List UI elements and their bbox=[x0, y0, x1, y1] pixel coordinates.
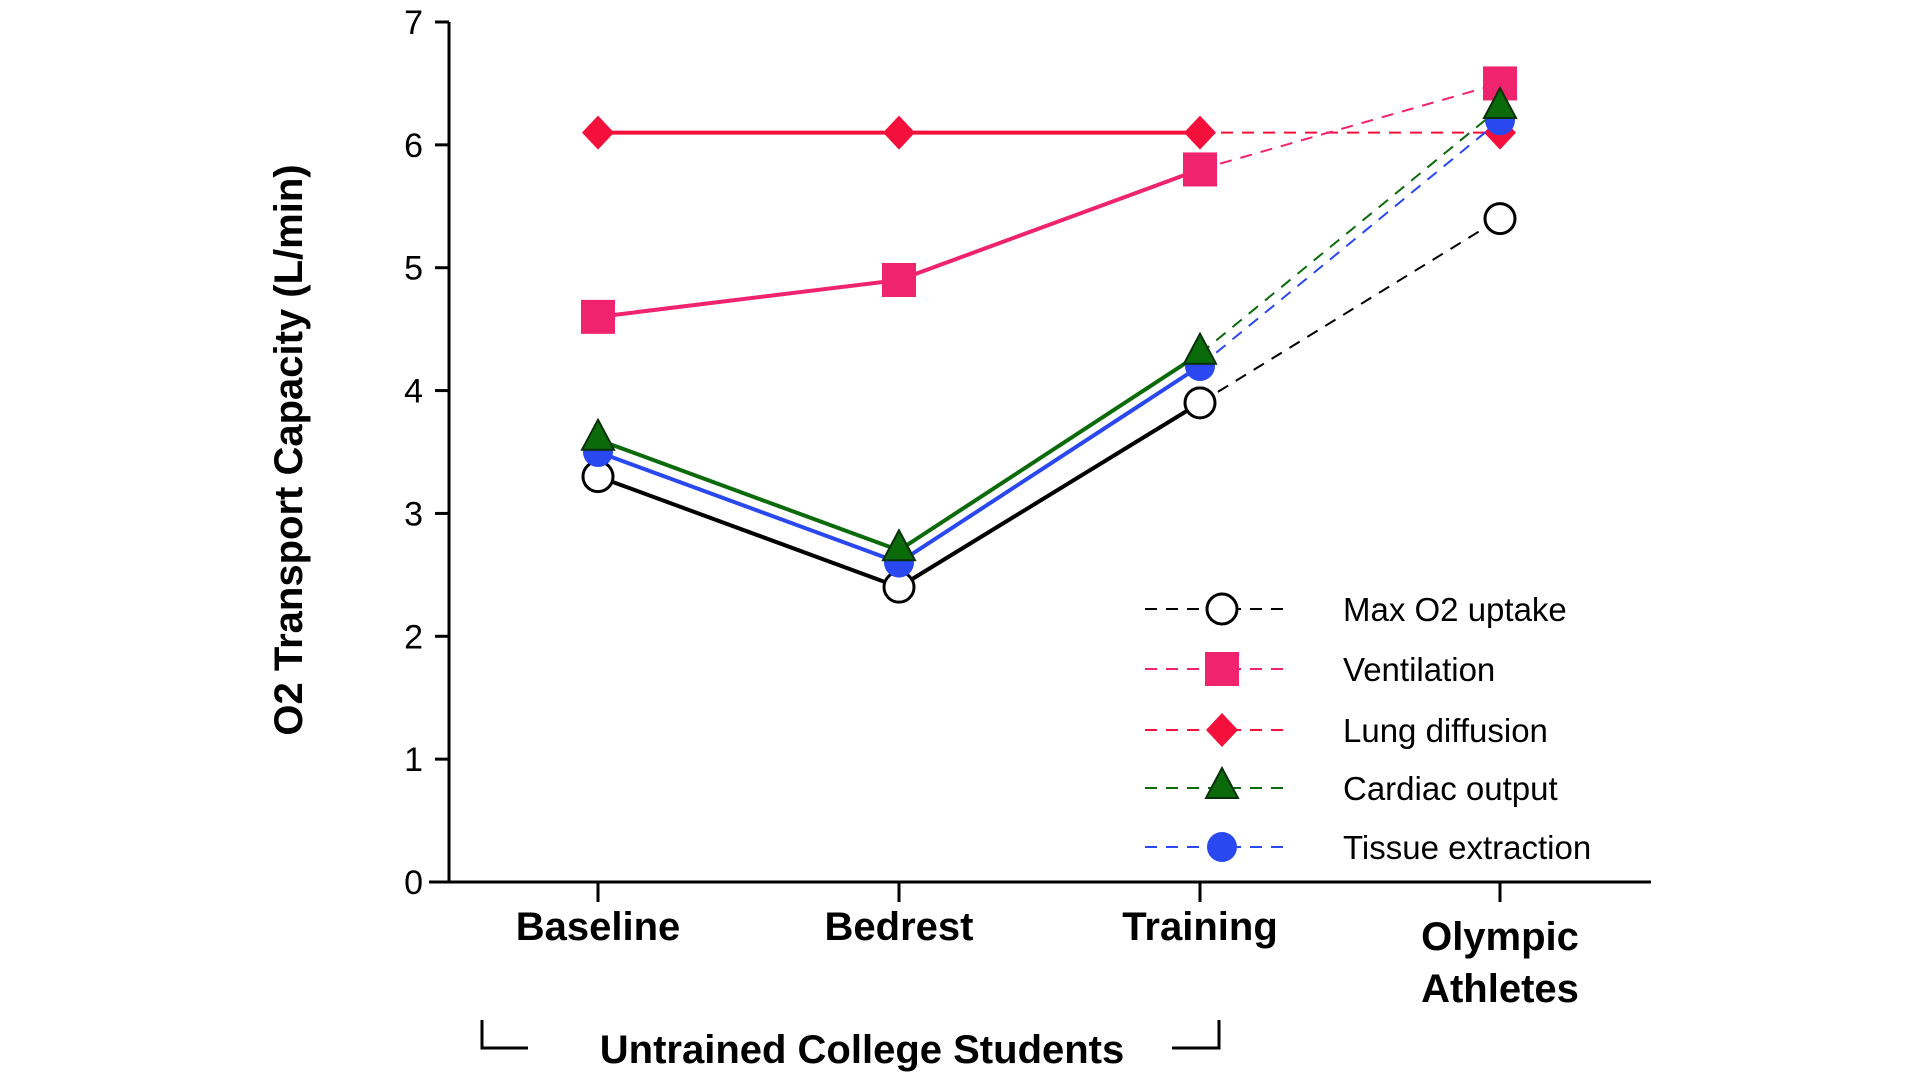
y-tick-label: 4 bbox=[404, 373, 423, 411]
marker-open-circle bbox=[1205, 592, 1239, 626]
legend-item: Tissue extraction bbox=[1145, 829, 1591, 866]
marker-triangle bbox=[1182, 331, 1218, 365]
series-ventilation bbox=[581, 66, 1517, 334]
x-tick-label: Training bbox=[1122, 905, 1278, 949]
y-tick-label: 5 bbox=[404, 250, 423, 288]
x-tick-label-line: Bedrest bbox=[825, 905, 974, 949]
marker-open-circle bbox=[1483, 202, 1517, 236]
x-tick-label: Baseline bbox=[516, 905, 681, 949]
marker-triangle bbox=[881, 528, 917, 562]
legend-item: Lung diffusion bbox=[1145, 712, 1548, 749]
axes: 0 1 2 3 4 5 6 7 Baseline Bedrest Training Olympic At… bbox=[404, 4, 1651, 1011]
legend-item: Ventilation bbox=[1145, 651, 1495, 688]
legend-item: Cardiac output bbox=[1145, 765, 1558, 807]
group-bracket-left bbox=[480, 1020, 528, 1050]
y-tick-label: 2 bbox=[404, 618, 423, 656]
marker-diamond bbox=[582, 115, 614, 150]
series-layer bbox=[580, 66, 1518, 604]
group-label: Untrained College Students bbox=[600, 1028, 1125, 1072]
legend: Max O2 uptake Ventilation Lung diffusion Ca… bbox=[1145, 591, 1591, 866]
y-tick-label: 0 bbox=[404, 864, 423, 902]
marker-diamond bbox=[1184, 115, 1216, 150]
marker-square bbox=[1183, 152, 1217, 187]
marker-diamond bbox=[1206, 713, 1238, 747]
series-cardiac-output bbox=[580, 85, 1518, 562]
marker-diamond bbox=[883, 115, 915, 150]
y-tick-label: 1 bbox=[404, 741, 423, 779]
marker-triangle bbox=[1482, 85, 1518, 119]
x-tick-label-line: Training bbox=[1122, 905, 1278, 949]
series-line-dashed bbox=[1199, 217, 1501, 404]
legend-label: Tissue extraction bbox=[1343, 829, 1591, 866]
y-tick-label: 7 bbox=[404, 4, 423, 42]
legend-label: Max O2 uptake bbox=[1343, 591, 1567, 628]
marker-circle bbox=[1207, 832, 1237, 862]
series-tissue-extraction bbox=[583, 105, 1515, 578]
y-tick-label: 6 bbox=[404, 127, 423, 165]
legend-label: Lung diffusion bbox=[1343, 712, 1548, 749]
series-line-solid bbox=[597, 352, 1202, 553]
legend-label: Cardiac output bbox=[1343, 770, 1558, 807]
x-tick-label-line: Athletes bbox=[1421, 967, 1579, 1011]
marker-triangle bbox=[1204, 765, 1240, 799]
x-tick-label-line: Baseline bbox=[516, 905, 681, 949]
marker-open-circle bbox=[1183, 386, 1217, 420]
series-max-o2-uptake bbox=[581, 202, 1517, 604]
series-line-dashed bbox=[1199, 119, 1501, 367]
marker-square bbox=[1205, 652, 1239, 686]
x-tick-label: Bedrest bbox=[825, 905, 974, 949]
x-tick-label-line: Olympic bbox=[1421, 915, 1579, 959]
legend-label: Ventilation bbox=[1343, 651, 1495, 688]
marker-square bbox=[581, 299, 615, 334]
marker-square bbox=[882, 263, 916, 297]
legend-item: Max O2 uptake bbox=[1145, 591, 1567, 628]
series-line-dashed bbox=[1199, 107, 1501, 355]
group-bracket-right bbox=[1172, 1020, 1221, 1050]
y-axis-label: O2 Transport Capacity (L/min) bbox=[267, 164, 311, 735]
x-tick-label: Olympic Athletes bbox=[1421, 915, 1579, 1011]
marker-triangle bbox=[580, 417, 616, 451]
series-lung-diffusion bbox=[582, 115, 1516, 150]
y-tick-label: 3 bbox=[404, 495, 423, 533]
series-line-dashed bbox=[1199, 82, 1501, 171]
